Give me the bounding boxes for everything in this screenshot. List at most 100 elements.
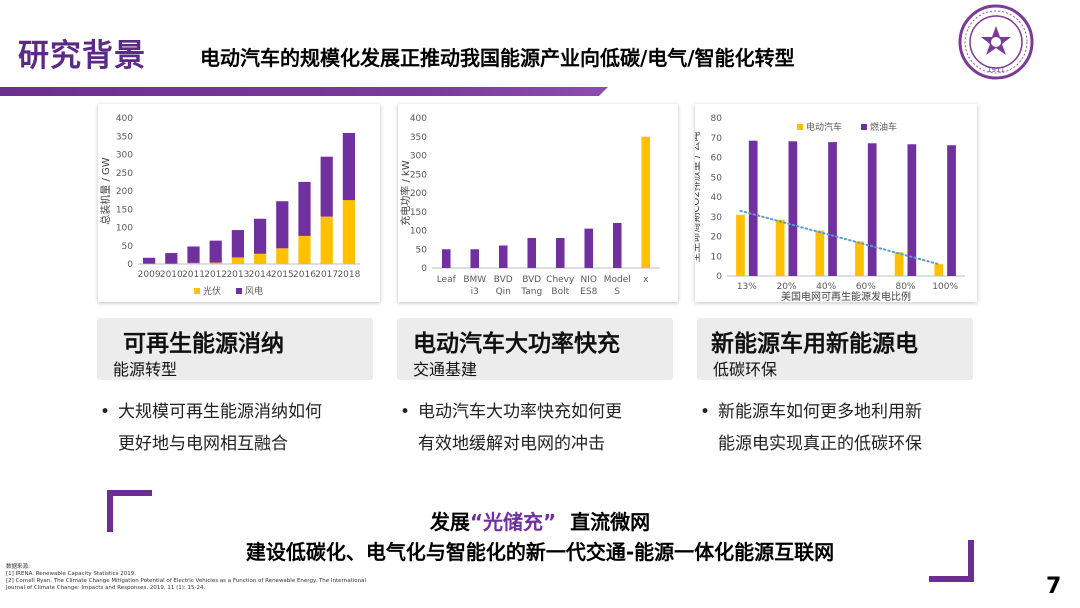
bar-wind — [253, 218, 267, 254]
y-tick-label: 80 — [711, 114, 723, 124]
x-tick-label: NIO — [581, 275, 597, 285]
bar-solar — [342, 200, 356, 264]
legend-label: 燃油车 — [870, 121, 897, 133]
x-tick-label: 2012 — [204, 270, 227, 280]
x-tick-label: 40% — [816, 282, 836, 292]
chart-co2-emissions: 0 10 20 30 40 50 60 70 80 全生命周期CO2排放量 / 公吨 13% 20% 4… — [695, 104, 977, 302]
page-subtitle: 电动汽车的规模化发展正推动我国能源产业向低碳/电气/智能化转型 — [200, 46, 795, 70]
bar-charging-power — [641, 136, 651, 268]
x-axis-label: 美国电网可再生能源发电比例 — [781, 290, 911, 302]
bar-ev-emissions — [815, 230, 825, 276]
legend-label: 风电 — [245, 285, 263, 297]
bullet-text-line: 有效地缓解对电网的冲击 — [418, 434, 605, 454]
page-number: 7 — [1046, 574, 1062, 599]
bar-solar — [320, 216, 333, 264]
references-heading: 数据来源: — [6, 564, 30, 570]
bullet-text-line: 电动汽车大功率快充如何更 — [418, 402, 622, 422]
bar-wind — [342, 132, 356, 201]
x-tick-label: 2018 — [337, 270, 360, 280]
y-tick-label: 350 — [116, 132, 133, 142]
topic-title: 电动汽车大功率快充 — [413, 331, 620, 357]
bar-wind — [187, 246, 200, 263]
slogan-line-2: 建设低碳化、电气化与智能化的新一代交通-能源一体化能源互联网 — [245, 540, 835, 564]
bar-wind — [298, 181, 311, 236]
university-seal-logo: 1911 — [958, 4, 1034, 80]
bar-charging-power — [584, 228, 594, 268]
x-tick-label: ES8 — [580, 287, 597, 297]
chart-renewable-capacity: 0 50 100 150 200 250 300 350 400 总装机量 / GW 2009 201… — [98, 104, 380, 302]
bracket-left-decoration — [107, 490, 152, 532]
y-tick-label: 50 — [122, 242, 134, 252]
bullet-text-line: 新能源车如何更多地利用新 — [718, 402, 922, 422]
bracket-right-decoration — [929, 540, 974, 582]
reference-item: [2] Cornell Ryan. The Climate Change Mit… — [6, 578, 367, 584]
y-tick-label: 0 — [421, 264, 427, 274]
y-tick-label: 300 — [410, 152, 427, 162]
x-tick-label: Bolt — [551, 287, 569, 297]
y-tick-label: 30 — [711, 213, 723, 223]
bullet-text-line: 大规模可再生能源消纳如何 — [118, 402, 322, 422]
topic-box-fast-charging: 电动汽车大功率快充 交通基建 — [397, 318, 673, 380]
x-tick-label: i3 — [471, 287, 479, 297]
y-tick-label: 300 — [116, 151, 133, 161]
x-tick-label: 2011 — [182, 270, 205, 280]
y-tick-label: 0 — [127, 260, 133, 270]
y-tick-label: 60 — [711, 154, 723, 164]
x-tick-label: Model — [604, 275, 631, 285]
bar-wind — [320, 156, 333, 217]
reference-item: [1] IRENA. Renewable Capacity Statistics… — [6, 571, 137, 577]
legend-label: 电动汽车 — [806, 121, 842, 133]
bar-ice-emissions — [748, 140, 758, 276]
references: 数据来源: [1] IRENA. Renewable Capacity Stat… — [6, 564, 386, 592]
x-tick-label: S — [614, 287, 620, 297]
x-tick-label: 80% — [895, 282, 915, 292]
bar-ev-emissions — [775, 219, 785, 276]
y-tick-label: 70 — [711, 134, 723, 144]
x-tick-label: Leaf — [437, 275, 457, 285]
x-tick-label: 20% — [776, 282, 796, 292]
x-tick-label: 2009 — [138, 270, 161, 280]
bar-wind — [209, 240, 222, 263]
chart-co2-emissions-svg: 0 10 20 30 40 50 60 70 80 全生命周期CO2排放量 / 公吨 13% 20% 4… — [695, 114, 965, 302]
topic-box-green-energy: 新能源车用新能源电 低碳环保 — [697, 318, 973, 380]
y-tick-label: 100 — [410, 227, 427, 237]
legend-swatch — [236, 288, 242, 294]
x-tick-label: 13% — [737, 282, 757, 292]
y-tick-label: 250 — [410, 170, 427, 180]
x-tick-label: 2016 — [293, 270, 316, 280]
topic-title: 新能源车用新能源电 — [711, 331, 918, 357]
bar-charging-power — [441, 249, 451, 268]
x-tick-label: 2017 — [315, 270, 338, 280]
x-tick-label: BVD — [522, 275, 541, 285]
slogan-line-1: 发展“光储充” 直流微网 — [0, 506, 1080, 535]
bar-ev-emissions — [855, 241, 864, 276]
chart-charging-power-svg: 0 50 100 150 200 250 300 350 400 充电功率 / kW Leaf BMW… — [399, 114, 660, 297]
bar-ice-emissions — [947, 145, 956, 276]
trendline — [739, 209, 940, 266]
x-tick-label: Tang — [520, 287, 542, 297]
bar-ice-emissions — [867, 143, 877, 276]
bullet-dot: • — [700, 402, 711, 422]
y-tick-label: 150 — [410, 208, 427, 218]
slogan-highlight: “光储充” — [469, 510, 557, 534]
bar-charging-power — [555, 238, 565, 268]
x-tick-label: 2014 — [249, 270, 272, 280]
y-tick-label: 250 — [116, 169, 133, 179]
y-tick-label: 50 — [416, 245, 428, 255]
x-tick-label: BMW — [463, 275, 486, 285]
y-tick-label: 100 — [116, 224, 133, 234]
bullet-dot: • — [400, 402, 411, 422]
legend-swatch — [194, 288, 200, 294]
legend-swatch — [797, 124, 803, 130]
topic-box-renewable: 可再生能源消纳 能源转型 — [97, 318, 373, 380]
bullet-renewable: • 大规模可再生能源消纳如何 更好地与电网相互融合 — [100, 396, 390, 460]
bar-charging-power — [498, 245, 508, 268]
topic-title: 可再生能源消纳 — [123, 331, 284, 357]
x-tick-label: 2010 — [160, 270, 183, 280]
y-tick-label: 200 — [116, 187, 133, 197]
logo-year: 1911 — [987, 66, 1005, 74]
bullet-fast-charging: • 电动汽车大功率快充如何更 有效地缓解对电网的冲击 — [400, 396, 690, 460]
bullet-green-energy: • 新能源车如何更多地利用新 能源电实现真正的低碳环保 — [700, 396, 990, 460]
bar-solar — [276, 248, 289, 264]
